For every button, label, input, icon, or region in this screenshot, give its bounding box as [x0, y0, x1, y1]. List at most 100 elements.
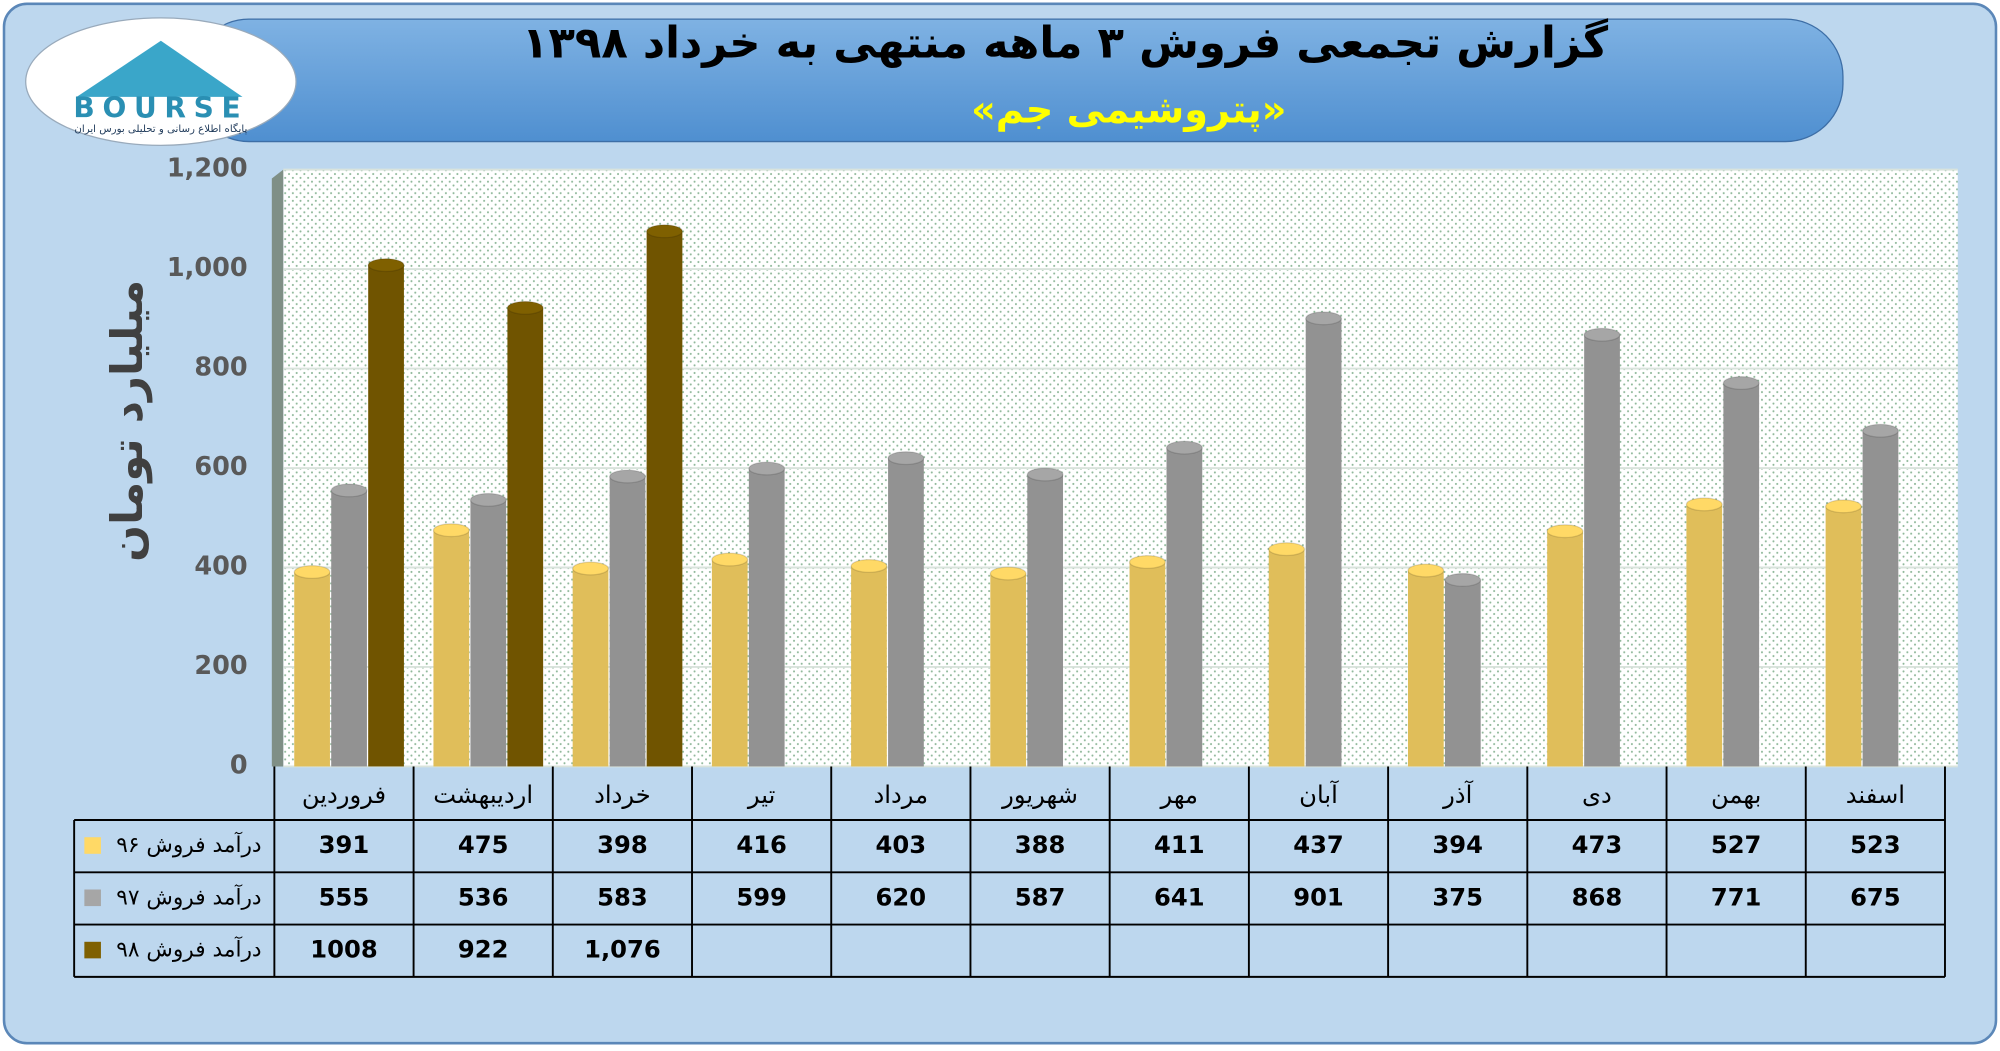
value-label: 527: [1711, 831, 1762, 859]
x-tick-label: اسفند: [1846, 781, 1905, 809]
bar-shade: [711, 559, 748, 767]
bar-shade: [572, 568, 609, 767]
logo-tagline: پایگاه اطلاع رسانی و تحلیلی بورس ایران: [74, 122, 247, 135]
bar-shade: [609, 476, 646, 767]
x-tick-label: دی: [1582, 781, 1612, 809]
bar-cap: [1407, 563, 1445, 578]
value-label: 901: [1293, 883, 1344, 911]
value-label: 587: [1015, 883, 1066, 911]
bar-cap: [850, 558, 888, 574]
bar-cap: [506, 300, 544, 315]
value-label: 1,076: [584, 936, 661, 964]
x-tick-label: تیر: [747, 781, 775, 809]
value-label: 437: [1293, 831, 1344, 859]
bar-cap: [711, 552, 749, 567]
legend-label: درآمد فروش ۹۷: [116, 883, 261, 910]
bar-shade: [1723, 382, 1760, 767]
y-tick-label: 200: [194, 651, 247, 681]
bar-shade: [1686, 504, 1723, 767]
value-label: 536: [458, 883, 509, 911]
y-axis-label: میلیارد تومان: [103, 280, 153, 562]
bar-cap: [887, 451, 925, 466]
bar-cap: [469, 492, 507, 507]
bar-shade: [1584, 334, 1620, 767]
logo-mark: [76, 40, 243, 97]
chart-title: گزارش تجمعی فروش ۳ ماهه منتهی به خرداد ۱…: [522, 17, 1609, 68]
bar-shade: [1129, 562, 1166, 767]
bar-shade: [1268, 549, 1305, 767]
bar-cap: [432, 523, 470, 538]
y-tick-label: 400: [194, 551, 247, 581]
bar-shade: [294, 571, 330, 767]
x-tick-label: شهریور: [1001, 781, 1078, 809]
y-tick-label: 0: [230, 750, 248, 780]
legend-swatch: [84, 889, 101, 907]
bar-cap: [330, 483, 368, 498]
bar-cap: [1165, 440, 1203, 455]
value-label: 416: [736, 831, 787, 859]
value-label: 641: [1154, 883, 1205, 911]
logo-text: BOURSE: [73, 92, 248, 125]
value-label: 620: [876, 883, 927, 911]
y-tick-label: 1,000: [167, 253, 248, 283]
x-tick-label: آبان: [1299, 780, 1339, 809]
bar-cap: [367, 258, 405, 273]
bar-cap: [1722, 375, 1760, 390]
legend-swatch: [84, 837, 101, 854]
x-tick-label: مهر: [1160, 781, 1199, 809]
legend-swatch: [84, 941, 101, 959]
y-tick-label: 800: [194, 353, 247, 383]
bar-shade: [851, 566, 887, 767]
bar-cap: [293, 564, 331, 579]
bar-shade: [1407, 570, 1444, 767]
bar-cap: [1685, 497, 1723, 512]
y-tick-label: 1,200: [167, 154, 248, 184]
bar-shade: [331, 490, 367, 767]
x-tick-label: اردیبهشت: [433, 781, 533, 809]
x-tick-label: آذر: [1442, 780, 1473, 809]
bar-cap: [572, 561, 610, 576]
bar-shade: [470, 499, 507, 767]
x-tick-label: خرداد: [594, 781, 651, 809]
bar-cap: [646, 224, 683, 239]
bar-shade: [748, 468, 785, 767]
bar-shade: [1166, 447, 1203, 767]
bar-cap: [1026, 467, 1064, 482]
bar-shade: [1027, 474, 1064, 767]
value-label: 391: [319, 831, 370, 859]
bar-cap: [989, 566, 1027, 581]
y-tick-label: 600: [194, 452, 247, 482]
value-label: 922: [458, 936, 509, 964]
value-label: 771: [1711, 883, 1762, 911]
x-tick-label: بهمن: [1711, 781, 1761, 809]
bar-cap: [1268, 542, 1306, 557]
value-label: 675: [1850, 883, 1901, 911]
value-label: 1008: [310, 936, 377, 964]
value-label: 394: [1432, 831, 1483, 859]
value-label: 411: [1154, 831, 1205, 859]
plot-side-wall: [271, 169, 284, 767]
value-label: 599: [736, 883, 787, 911]
bar-cap: [1305, 311, 1343, 326]
bar-cap: [1861, 423, 1899, 438]
bar-shade: [990, 573, 1027, 767]
value-label: 583: [597, 883, 648, 911]
x-tick-label: فروردین: [302, 781, 386, 809]
bar-shade: [646, 231, 683, 767]
bar-cap: [1444, 572, 1482, 587]
value-label: 473: [1572, 831, 1623, 859]
legend-label: درآمد فروش ۹۶: [116, 831, 261, 858]
value-label: 375: [1432, 883, 1483, 911]
bar-cap: [1824, 499, 1862, 514]
bar-cap: [1128, 555, 1166, 570]
legend-label: درآمد فروش ۹۸: [116, 936, 261, 963]
bar-shade: [1305, 318, 1342, 767]
value-label: 523: [1850, 831, 1901, 859]
bar-shade: [1862, 430, 1899, 767]
bar-cap: [1583, 327, 1621, 342]
bar-shade: [433, 530, 470, 767]
bar-cap: [1546, 524, 1584, 539]
value-label: 403: [876, 831, 927, 859]
